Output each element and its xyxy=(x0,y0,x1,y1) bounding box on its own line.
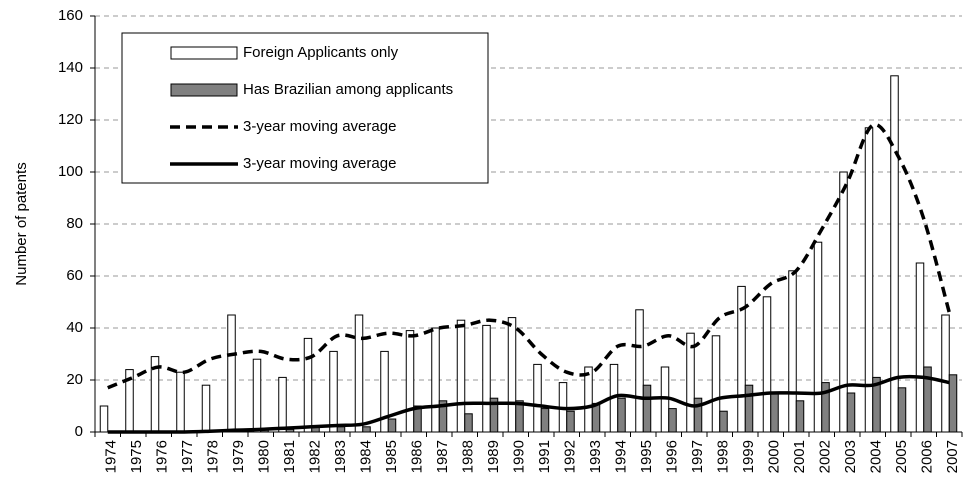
y-tick-label: 60 xyxy=(66,267,83,284)
x-tick-label: 1976 xyxy=(154,440,171,473)
y-tick-label: 100 xyxy=(58,163,83,180)
bar xyxy=(303,337,313,433)
x-tick-label: 1988 xyxy=(460,440,477,473)
bar xyxy=(566,410,575,433)
legend-label: Foreign Applicants only xyxy=(243,44,399,61)
x-tick-label: 1995 xyxy=(638,440,655,473)
x-tick-label: 2004 xyxy=(868,440,885,473)
bar xyxy=(635,309,644,433)
y-tick-label: 40 xyxy=(66,319,83,336)
x-tick-label: 1986 xyxy=(409,440,426,473)
bar xyxy=(846,392,856,433)
x-tick-label: 2007 xyxy=(944,440,961,473)
x-tick-label: 1978 xyxy=(205,440,222,473)
bar xyxy=(584,366,593,433)
x-tick-label: 1974 xyxy=(103,440,120,473)
x-tick-label: 1990 xyxy=(511,440,528,473)
x-tick-label: 1984 xyxy=(358,440,375,473)
x-tick-label: 2000 xyxy=(766,440,783,473)
x-tick-label: 1989 xyxy=(485,440,502,473)
bar xyxy=(813,241,823,433)
bar xyxy=(770,392,779,433)
bar xyxy=(431,327,440,433)
bar xyxy=(941,314,950,433)
x-tick-label: 2001 xyxy=(791,440,808,473)
legend: Foreign Applicants only Has Brazilian amo… xyxy=(121,32,489,184)
bar xyxy=(642,384,652,433)
x-tick-label: 1994 xyxy=(613,440,630,473)
x-tick-label: 1982 xyxy=(307,440,324,473)
x-tick-label: 1999 xyxy=(740,440,757,473)
bar xyxy=(227,314,236,433)
x-tick-label: 2006 xyxy=(919,440,936,473)
x-tick-label: 1991 xyxy=(536,440,553,473)
bar xyxy=(744,384,754,433)
bar xyxy=(915,262,925,433)
x-tick-label: 1997 xyxy=(689,440,706,473)
y-tick-label: 80 xyxy=(66,215,83,232)
y-tick-label: 120 xyxy=(58,111,83,128)
bar xyxy=(948,374,958,433)
line xyxy=(107,122,951,390)
x-tick-label: 1996 xyxy=(664,440,681,473)
legend-label: Has Brazilian among applicants xyxy=(243,81,453,98)
bar xyxy=(762,296,772,433)
bar xyxy=(278,376,287,433)
x-tick-label: 1980 xyxy=(256,440,273,473)
bar xyxy=(252,358,262,433)
y-axis-label: Number of patents xyxy=(13,162,30,285)
x-tick-label: 1975 xyxy=(128,440,145,473)
bar xyxy=(617,397,626,433)
bar xyxy=(897,387,907,433)
x-tick-label: 1981 xyxy=(281,440,298,473)
bar xyxy=(788,270,797,433)
bar xyxy=(201,384,211,433)
bar xyxy=(711,335,721,433)
bar xyxy=(719,410,728,433)
bar xyxy=(533,363,542,433)
x-tick-label: 1977 xyxy=(179,440,196,473)
legend-swatch xyxy=(170,83,238,97)
x-tick-label: 1983 xyxy=(332,440,349,473)
bar xyxy=(99,405,109,433)
y-tick-label: 0 xyxy=(75,423,83,440)
bar xyxy=(329,350,338,433)
legend-label: 3-year moving average xyxy=(243,155,396,172)
y-tick-label: 20 xyxy=(66,371,83,388)
bar xyxy=(354,314,364,433)
x-tick-label: 1979 xyxy=(230,440,247,473)
legend-swatch xyxy=(170,46,238,60)
bar xyxy=(839,171,848,433)
bar xyxy=(405,330,415,433)
x-tick-label: 1992 xyxy=(562,440,579,473)
bar xyxy=(464,413,473,433)
x-tick-label: 1993 xyxy=(587,440,604,473)
bar xyxy=(387,418,397,433)
bar xyxy=(668,408,677,433)
bar xyxy=(482,324,491,433)
x-tick-label: 1985 xyxy=(383,440,400,473)
x-tick-label: 2005 xyxy=(893,440,910,473)
legend-label: 3-year moving average xyxy=(243,118,396,135)
bar xyxy=(540,408,550,433)
bar xyxy=(176,371,185,433)
x-tick-label: 2003 xyxy=(842,440,859,473)
y-tick-label: 160 xyxy=(58,7,83,24)
x-tick-label: 2002 xyxy=(817,440,834,473)
bar xyxy=(456,319,466,433)
bar xyxy=(591,402,601,433)
bar xyxy=(336,426,346,433)
bar xyxy=(507,317,517,433)
y-tick-label: 140 xyxy=(58,59,83,76)
line xyxy=(107,374,950,434)
x-tick-label: 1987 xyxy=(434,440,451,473)
bar xyxy=(795,400,805,433)
x-tick-label: 1998 xyxy=(715,440,732,473)
bar xyxy=(362,426,371,433)
